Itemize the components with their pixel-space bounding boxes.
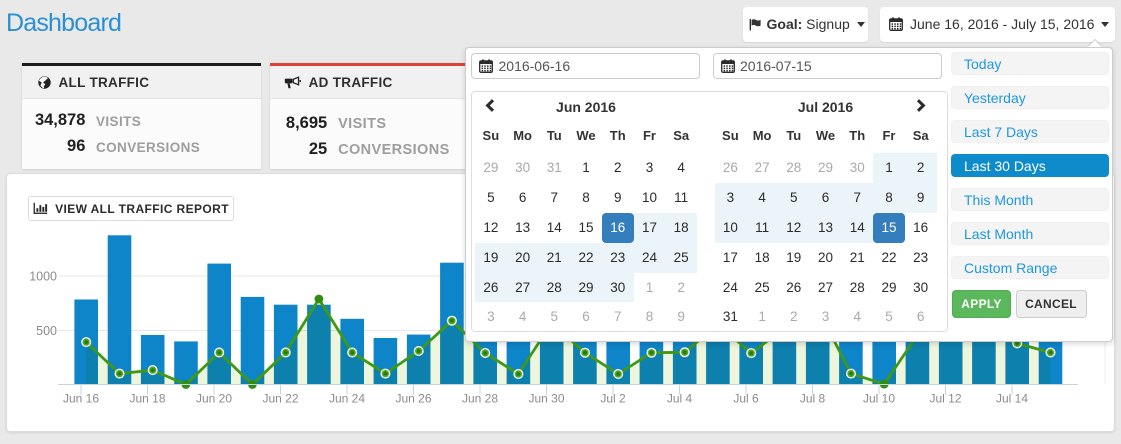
svg-text:Jun 26: Jun 26 xyxy=(395,392,431,406)
svg-text:1000: 1000 xyxy=(29,270,57,284)
svg-text:Jul 4: Jul 4 xyxy=(667,392,693,406)
svg-text:Jul 2: Jul 2 xyxy=(600,392,626,406)
svg-text:Jul 8: Jul 8 xyxy=(800,392,826,406)
svg-text:Jun 22: Jun 22 xyxy=(262,392,298,406)
svg-text:Jul 14: Jul 14 xyxy=(996,392,1028,406)
svg-text:Jul 12: Jul 12 xyxy=(929,392,961,406)
svg-text:Jul 6: Jul 6 xyxy=(733,392,759,406)
svg-text:Jun 24: Jun 24 xyxy=(329,392,365,406)
svg-text:Jun 16: Jun 16 xyxy=(63,392,99,406)
svg-text:Jun 20: Jun 20 xyxy=(196,392,232,406)
svg-text:Jun 18: Jun 18 xyxy=(129,392,165,406)
svg-text:500: 500 xyxy=(36,324,57,338)
svg-text:Jul 10: Jul 10 xyxy=(863,392,895,406)
svg-text:Jun 28: Jun 28 xyxy=(462,392,498,406)
svg-text:Jun 30: Jun 30 xyxy=(528,392,564,406)
